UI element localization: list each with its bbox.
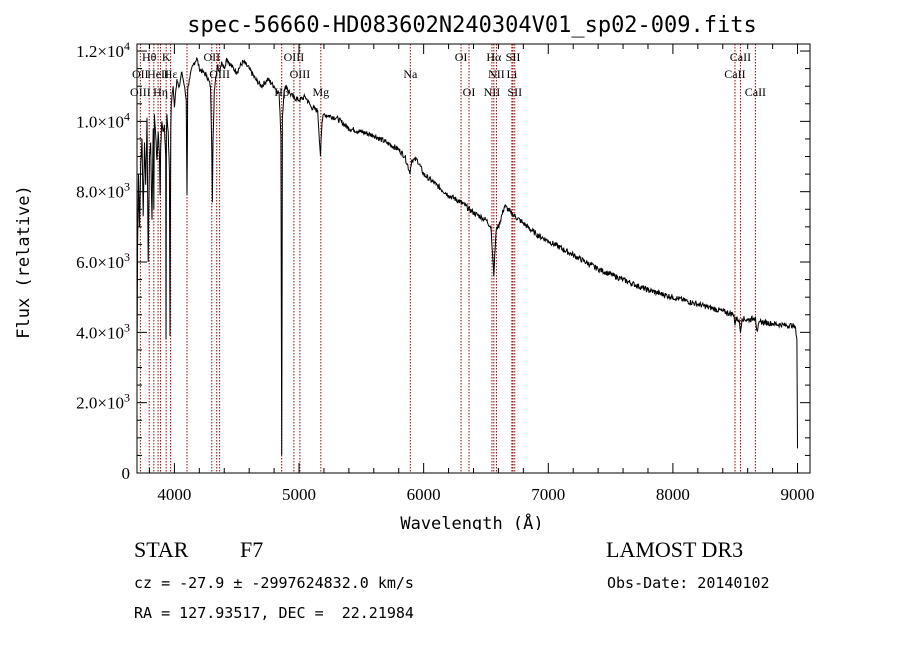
coordinates-readout: RA = 127.93517, DEC = 22.21984 [134, 604, 414, 622]
x-tick-label: 6000 [407, 485, 441, 504]
spectral-line-label: Hη [153, 85, 168, 99]
x-axis: 4000 5000 6000 7000 8000 9000 [148, 44, 815, 504]
spectral-line-label: Hα [486, 50, 502, 64]
x-axis-label: Wavelength (Å) [400, 512, 543, 530]
x-tick-label: 4000 [157, 485, 191, 504]
spectral-line-label: CaII [745, 85, 766, 99]
spectral-line-label: CaII [730, 50, 751, 64]
spectral-line-label: OIII [284, 50, 305, 64]
spectral-line-label: OI [463, 85, 476, 99]
y-axis: 0 2.0×103 4.0×103 6.0×103 8.0×103 1.0×104 1.2×… [76, 39, 810, 483]
spectral-line-label: NII [484, 85, 501, 99]
y-tick-label: 4.0×103 [76, 320, 130, 342]
y-axis-label: Flux (relative) [14, 185, 34, 339]
chart-title: spec-56660-HD083602N240304V01_sp02-009.f… [187, 13, 757, 38]
y-tick-label: 0 [122, 464, 131, 483]
object-type: STAR [134, 537, 189, 562]
x-tick-label: 8000 [656, 485, 690, 504]
spectral-line-label: CaII [724, 67, 745, 81]
y-tick-label: 1.0×104 [76, 109, 130, 131]
spectral-line-label: OIII [209, 67, 230, 81]
spectral-line-label: K [162, 50, 171, 64]
x-tick-label: 7000 [531, 485, 565, 504]
x-tick-label: 5000 [282, 485, 316, 504]
spectral-line-label: OII [132, 67, 149, 81]
y-tick-label: 8.0×103 [76, 180, 130, 202]
spectral-line-label: HeII [147, 67, 169, 81]
spectral-line-label: OIII [130, 85, 151, 99]
y-tick-label: 1.2×104 [76, 39, 130, 61]
spectral-line-label: SII [507, 85, 522, 99]
plot-frame [136, 43, 811, 474]
observation-date: Obs-Date: 20140102 [607, 574, 770, 592]
y-tick-label: 2.0×103 [76, 391, 130, 413]
x-tick-label: 9000 [781, 485, 815, 504]
survey-name: LAMOST DR3 [606, 537, 744, 562]
spectrum-series [136, 56, 798, 456]
spectral-line-label: Li [507, 67, 518, 81]
spectral-line-label: Na [403, 67, 418, 81]
spectral-line-markers [139, 44, 756, 473]
spectral-line-label: OII [203, 50, 220, 64]
spectral-line-label: Hθ [142, 50, 157, 64]
spectral-line-label: Mg [312, 85, 329, 99]
spectral-subclass: F7 [240, 537, 264, 562]
spectral-line-label: NII [488, 67, 505, 81]
spectral-line-label: SII [506, 50, 521, 64]
spectral-line-label: Hε [164, 67, 178, 81]
spectrum-chart: spec-56660-HD083602N240304V01_sp02-009.f… [14, 13, 815, 530]
y-tick-label: 6.0×103 [76, 250, 130, 272]
spectral-line-label: OIII [290, 67, 311, 81]
spectral-line-label: OI [455, 50, 468, 64]
redshift-readout: cz = -27.9 ± -2997624832.0 km/s [134, 574, 414, 592]
